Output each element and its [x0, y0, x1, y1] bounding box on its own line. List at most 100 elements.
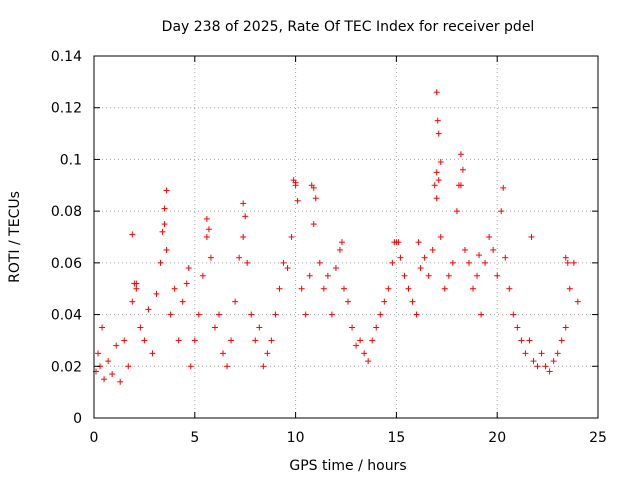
data-point	[461, 246, 468, 253]
data-point	[129, 298, 136, 305]
data-point	[228, 337, 235, 344]
data-point	[486, 234, 493, 240]
data-point	[240, 234, 247, 240]
data-point	[101, 376, 108, 383]
data-point	[500, 184, 507, 191]
axis-ticks	[93, 55, 599, 419]
data-point	[272, 311, 279, 318]
data-point	[562, 254, 569, 261]
data-point	[574, 298, 581, 305]
data-point	[554, 350, 561, 357]
data-point	[445, 272, 452, 279]
data-point	[292, 179, 299, 186]
grid	[94, 56, 598, 418]
tick-labels: 0 5 10 15 20 25 0 0.02 0.04 0.06 0.08 0.1 0.12 0.14	[51, 49, 607, 446]
data-point	[558, 337, 565, 344]
data-point	[109, 371, 116, 378]
data-point	[159, 228, 166, 235]
data-point	[550, 358, 557, 365]
data-point	[482, 259, 489, 266]
data-point	[320, 285, 327, 292]
data-point	[141, 337, 148, 344]
data-point	[353, 342, 360, 349]
data-point	[538, 350, 545, 357]
data-point	[268, 337, 275, 344]
data-point	[187, 363, 194, 370]
data-point	[163, 246, 170, 253]
data-points	[93, 89, 581, 385]
data-point	[506, 285, 513, 292]
data-point	[514, 324, 521, 331]
data-point	[256, 324, 263, 331]
data-point	[340, 285, 347, 292]
data-point	[215, 311, 222, 318]
data-point	[433, 169, 440, 176]
data-point	[397, 254, 404, 261]
data-point	[562, 324, 569, 331]
data-point	[242, 213, 249, 220]
y-tick-label: 0.14	[51, 49, 82, 65]
data-point	[125, 363, 132, 370]
data-point	[236, 254, 243, 261]
data-point	[405, 285, 412, 292]
data-point	[542, 363, 549, 370]
data-point	[522, 350, 529, 357]
data-point	[185, 265, 192, 272]
data-point	[476, 252, 483, 259]
plot-frame	[93, 55, 599, 419]
data-point	[534, 363, 541, 370]
data-point	[332, 265, 339, 272]
data-point	[465, 259, 472, 266]
data-point	[302, 311, 309, 318]
data-point	[312, 195, 319, 202]
data-point	[179, 298, 186, 305]
data-point	[433, 89, 440, 96]
data-point	[389, 259, 396, 266]
data-point	[441, 285, 448, 292]
data-point	[133, 280, 140, 287]
data-point	[310, 221, 317, 228]
data-point	[526, 337, 533, 344]
data-point	[478, 311, 485, 318]
data-point	[570, 259, 577, 266]
data-point	[203, 234, 210, 240]
y-tick-label: 0.08	[51, 204, 82, 220]
data-point	[437, 159, 444, 166]
data-point	[298, 285, 305, 292]
data-point	[564, 259, 571, 266]
data-point	[546, 368, 553, 375]
data-point	[324, 272, 331, 279]
data-point	[409, 298, 416, 305]
chart-title: Day 238 of 2025, Rate Of TEC Index for r…	[162, 19, 535, 35]
data-point	[449, 259, 456, 266]
data-point	[191, 337, 198, 344]
x-tick-label: 0	[90, 430, 99, 446]
y-tick-label: 0	[73, 411, 82, 427]
x-tick-label: 10	[287, 430, 305, 446]
data-point	[435, 130, 442, 137]
data-point	[417, 265, 424, 272]
data-point	[145, 306, 152, 313]
data-point	[510, 311, 517, 318]
y-axis-label: ROTI / TECUs	[7, 191, 23, 283]
data-point	[306, 272, 313, 279]
data-point	[113, 342, 120, 349]
data-point	[336, 246, 343, 253]
data-point	[474, 272, 481, 279]
data-point	[207, 254, 214, 261]
data-point	[288, 234, 295, 240]
data-point	[95, 350, 102, 357]
data-point	[153, 290, 160, 297]
data-point	[498, 208, 505, 215]
data-point	[244, 259, 251, 266]
data-point	[415, 239, 422, 246]
data-point	[264, 350, 271, 357]
data-point	[137, 324, 144, 331]
data-point	[99, 324, 106, 331]
y-tick-label: 0.04	[51, 308, 82, 324]
data-point	[395, 239, 402, 246]
data-point	[502, 254, 509, 261]
data-point	[566, 285, 573, 292]
data-point	[457, 151, 464, 158]
data-point	[431, 182, 438, 189]
